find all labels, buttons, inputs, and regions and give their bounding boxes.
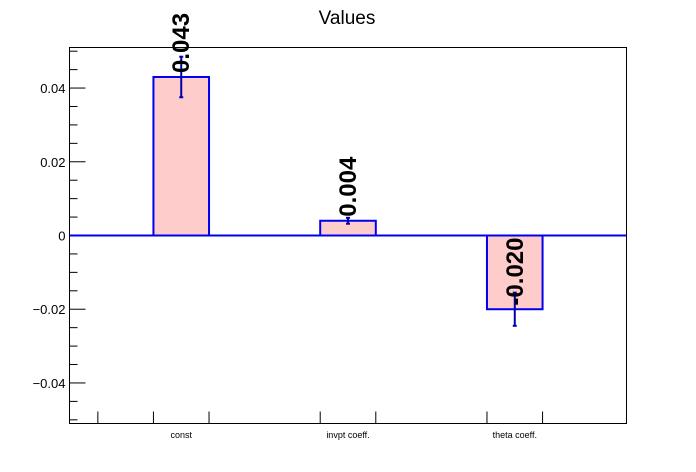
y-tick-label: −0.04 bbox=[33, 376, 66, 391]
y-tick-label: 0.04 bbox=[40, 81, 65, 96]
data-value-label: 0.043 bbox=[168, 13, 195, 73]
data-value-label: 0.004 bbox=[335, 156, 362, 217]
data-value-label: -0.020 bbox=[502, 238, 529, 306]
error-bars bbox=[179, 55, 517, 327]
y-tick-label: 0 bbox=[58, 229, 65, 244]
x-category-label: const bbox=[170, 430, 192, 440]
y-tick-label: 0.02 bbox=[40, 155, 65, 170]
x-axis: const invpt coeff. theta coeff. bbox=[97, 411, 544, 440]
data-labels: 0.043 0.004 -0.020 bbox=[168, 13, 529, 306]
x-category-label: invpt coeff. bbox=[326, 430, 369, 440]
y-tick-label: −0.02 bbox=[33, 302, 66, 317]
y-axis: −0.04 −0.02 0 0.02 0.04 bbox=[33, 50, 86, 421]
bar-series bbox=[152, 75, 544, 311]
x-category-label: theta coeff. bbox=[493, 430, 537, 440]
chart-title: Values bbox=[319, 8, 376, 29]
bar bbox=[152, 75, 211, 237]
